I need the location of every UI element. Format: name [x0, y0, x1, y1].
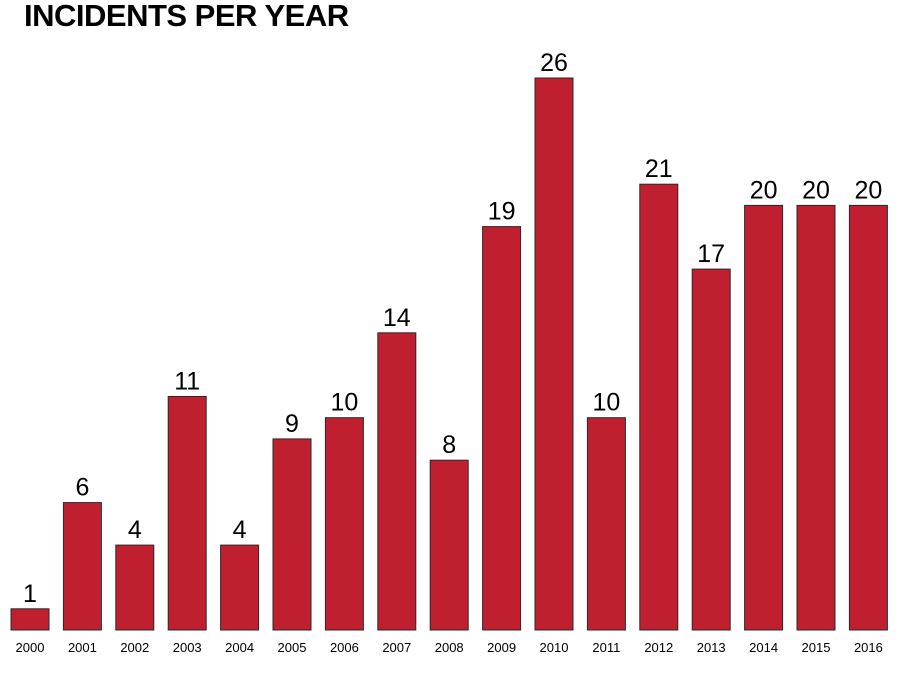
bar-2007 — [377, 332, 417, 631]
x-tick-label-2004: 2004 — [225, 640, 254, 655]
value-label-2006: 10 — [330, 389, 358, 417]
bar-2016 — [848, 204, 888, 631]
value-label-2004: 4 — [233, 516, 247, 544]
x-tick-label-2016: 2016 — [854, 640, 883, 655]
value-label-2013: 17 — [697, 240, 725, 268]
x-tick-label-2005: 2005 — [278, 640, 307, 655]
bar-2003 — [167, 396, 207, 631]
x-tick-label-2001: 2001 — [68, 640, 97, 655]
x-tick-label-2012: 2012 — [644, 640, 673, 655]
bar-2004 — [220, 544, 260, 631]
bar-2015 — [796, 204, 836, 631]
bar-2012 — [639, 183, 679, 631]
value-label-2011: 10 — [592, 389, 620, 417]
value-label-2007: 14 — [383, 304, 411, 332]
value-label-2002: 4 — [128, 516, 142, 544]
x-tick-label-2008: 2008 — [435, 640, 464, 655]
x-tick-label-2009: 2009 — [487, 640, 516, 655]
bar-2014 — [744, 204, 784, 631]
bar-2000 — [10, 608, 50, 631]
x-tick-label-2006: 2006 — [330, 640, 359, 655]
value-label-2009: 19 — [488, 198, 516, 226]
x-tick-label-2000: 2000 — [16, 640, 45, 655]
value-label-2003: 11 — [174, 368, 200, 396]
bar-2005 — [272, 438, 312, 631]
bar-2013 — [691, 268, 731, 631]
bar-2001 — [62, 502, 102, 631]
x-tick-label-2010: 2010 — [540, 640, 569, 655]
x-tick-label-2014: 2014 — [749, 640, 778, 655]
x-tick-label-2011: 2011 — [592, 640, 620, 655]
value-label-2016: 20 — [854, 176, 882, 204]
value-labels-group: 1 6 4 11 4 9 10 14 8 19 26 10 21 17 20 20 20 — [23, 49, 882, 608]
value-label-2005: 9 — [285, 410, 299, 438]
value-label-2000: 1 — [23, 580, 37, 608]
value-label-2014: 20 — [750, 176, 778, 204]
bar-2006 — [324, 417, 364, 631]
x-tick-label-2007: 2007 — [382, 640, 411, 655]
bar-2011 — [586, 417, 626, 631]
bar-2010 — [534, 77, 574, 631]
bar-2009 — [482, 226, 522, 631]
x-tick-label-2013: 2013 — [697, 640, 726, 655]
x-tick-label-2003: 2003 — [173, 640, 202, 655]
x-axis-tick-labels: 2000 2001 2002 2003 2004 2005 2006 2007 2008 2009… — [16, 640, 883, 655]
x-tick-label-2015: 2015 — [802, 640, 831, 655]
bar-2002 — [115, 544, 155, 631]
x-tick-label-2002: 2002 — [120, 640, 149, 655]
value-label-2012: 21 — [645, 155, 673, 183]
value-label-2015: 20 — [802, 176, 830, 204]
value-label-2010: 26 — [540, 49, 568, 77]
value-label-2001: 6 — [75, 474, 89, 502]
chart-title: INCIDENTS PER YEAR — [24, 0, 349, 33]
value-label-2008: 8 — [442, 431, 456, 459]
bar-2008 — [429, 459, 469, 631]
bars-group — [10, 77, 888, 631]
